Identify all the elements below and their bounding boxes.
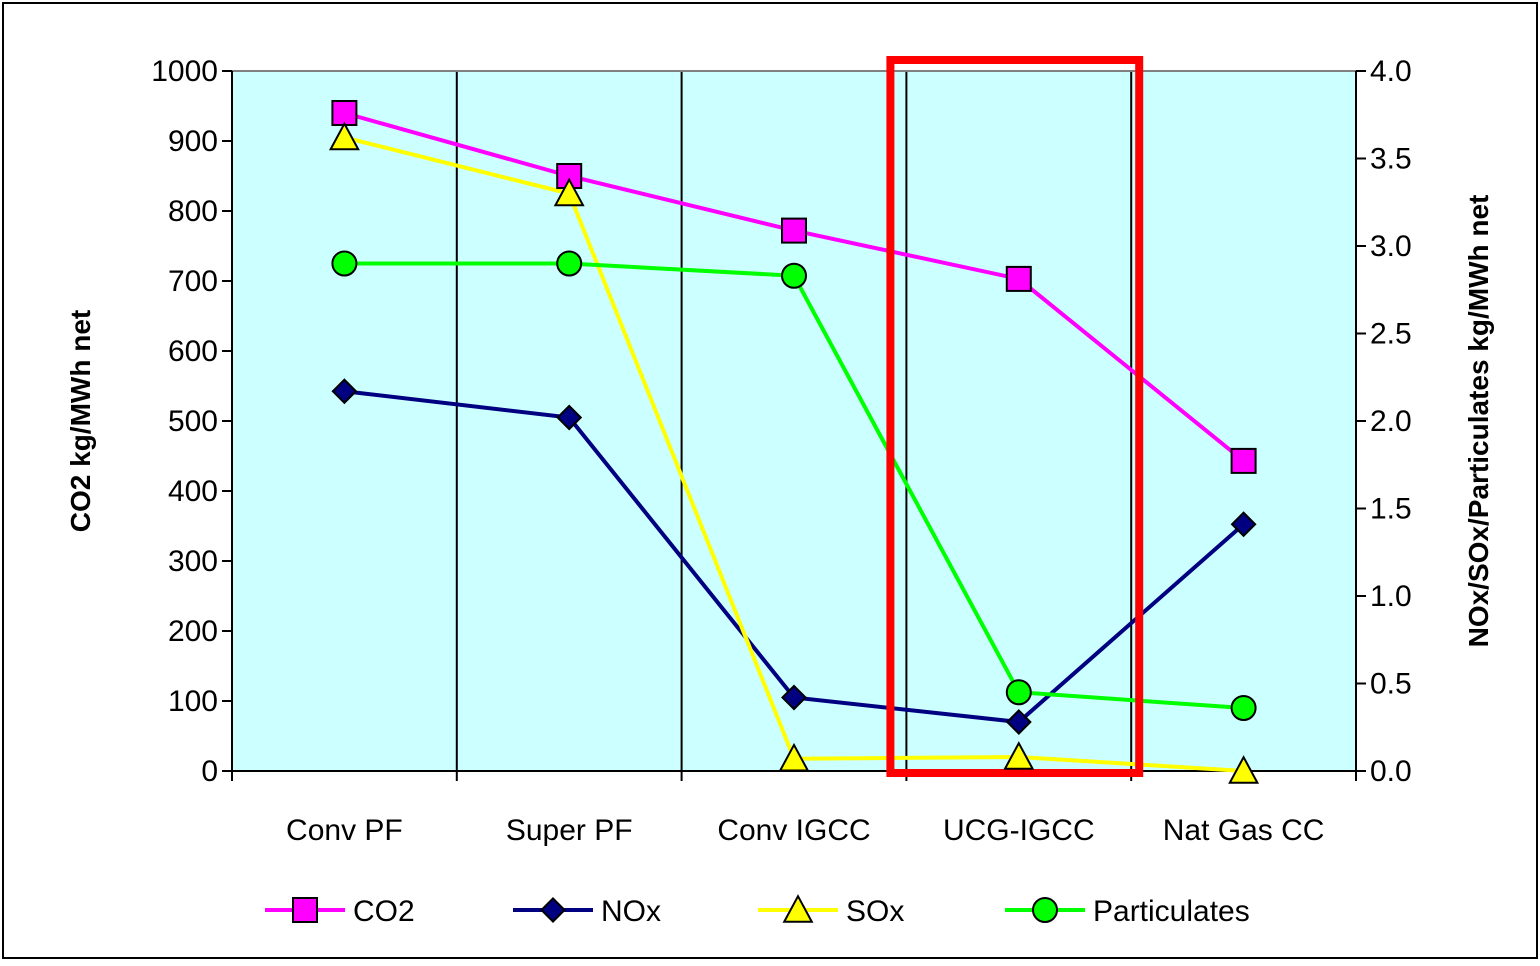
category-gridlines bbox=[455, 71, 1133, 771]
marker-co2 bbox=[1005, 265, 1032, 292]
legend: CO2 NOx SOx Particulates bbox=[265, 894, 1250, 928]
legend-marker-co2 bbox=[292, 897, 318, 923]
marker-particulates bbox=[556, 250, 583, 277]
y-right-tick-label: 0.5 bbox=[1370, 668, 1412, 701]
y-left-axis-title: CO2 kg/MWh net bbox=[65, 310, 96, 532]
y-right-tick-label: 3.5 bbox=[1370, 143, 1412, 176]
y-left-tick-label: 500 bbox=[168, 405, 218, 438]
y-right-tick-label: 1.0 bbox=[1370, 580, 1412, 613]
marker-particulates bbox=[331, 250, 358, 277]
y-right-tick-label: 1.5 bbox=[1370, 493, 1412, 526]
y-right-axis-title: NOx/SOx/Particulates kg/MWh net bbox=[1463, 195, 1494, 648]
legend-label-particulates: Particulates bbox=[1093, 895, 1250, 928]
marker-sox bbox=[1228, 755, 1260, 784]
x-category-label: UCG-IGCC bbox=[943, 814, 1095, 847]
y-left-tick-label: 900 bbox=[168, 125, 218, 158]
x-category-label: Conv IGCC bbox=[717, 814, 870, 847]
series-markers bbox=[328, 100, 1260, 784]
marker-particulates bbox=[1005, 679, 1032, 706]
legend-label-co2: CO2 bbox=[353, 895, 415, 928]
marker-sox bbox=[778, 742, 810, 772]
marker-nox bbox=[781, 684, 807, 711]
x-category-label: Super PF bbox=[506, 814, 633, 847]
legend-marker-nox bbox=[540, 897, 566, 923]
y-right-tick-label: 2.0 bbox=[1370, 405, 1412, 438]
marker-co2 bbox=[1230, 447, 1257, 474]
marker-co2 bbox=[331, 100, 358, 126]
marker-nox bbox=[1230, 511, 1257, 538]
y-left-tick-label: 100 bbox=[168, 685, 218, 718]
tick-labels: Conv PF Super PF Conv IGCC UCG-IGCC Nat Gas … bbox=[151, 55, 1411, 847]
x-category-label: Nat Gas CC bbox=[1163, 814, 1325, 847]
legend-marker-particulates bbox=[1032, 897, 1058, 923]
marker-sox bbox=[1003, 741, 1035, 770]
y-left-tick-label: 300 bbox=[168, 545, 218, 578]
y-right-tick-label: 4.0 bbox=[1370, 55, 1412, 88]
y-left-tick-label: 400 bbox=[168, 475, 218, 508]
legend-label-sox: SOx bbox=[846, 895, 904, 928]
plot-area bbox=[232, 71, 1356, 771]
marker-co2 bbox=[781, 217, 807, 244]
y-left-tick-label: 1000 bbox=[151, 55, 218, 88]
x-category-label: Conv PF bbox=[286, 814, 403, 847]
y-left-tick-label: 600 bbox=[168, 335, 218, 368]
legend-marker-sox bbox=[782, 894, 814, 923]
marker-nox bbox=[331, 378, 358, 405]
legend-label-nox: NOx bbox=[601, 895, 661, 928]
y-right-tick-label: 2.5 bbox=[1370, 318, 1412, 351]
marker-particulates bbox=[781, 262, 807, 289]
highlight-box bbox=[886, 56, 1144, 777]
marker-nox bbox=[1005, 709, 1032, 735]
y-left-tick-label: 800 bbox=[168, 195, 218, 228]
y-right-tick-label: 3.0 bbox=[1370, 230, 1412, 263]
y-left-tick-label: 0 bbox=[201, 755, 218, 788]
marker-particulates bbox=[1230, 695, 1257, 721]
y-left-tick-label: 700 bbox=[168, 265, 218, 298]
marker-sox bbox=[553, 177, 585, 207]
y-left-tick-label: 200 bbox=[168, 615, 218, 648]
marker-nox bbox=[556, 404, 583, 431]
marker-sox bbox=[328, 121, 360, 151]
y-right-tick-label: 0.0 bbox=[1370, 755, 1412, 788]
highlight-rect bbox=[886, 56, 1144, 777]
